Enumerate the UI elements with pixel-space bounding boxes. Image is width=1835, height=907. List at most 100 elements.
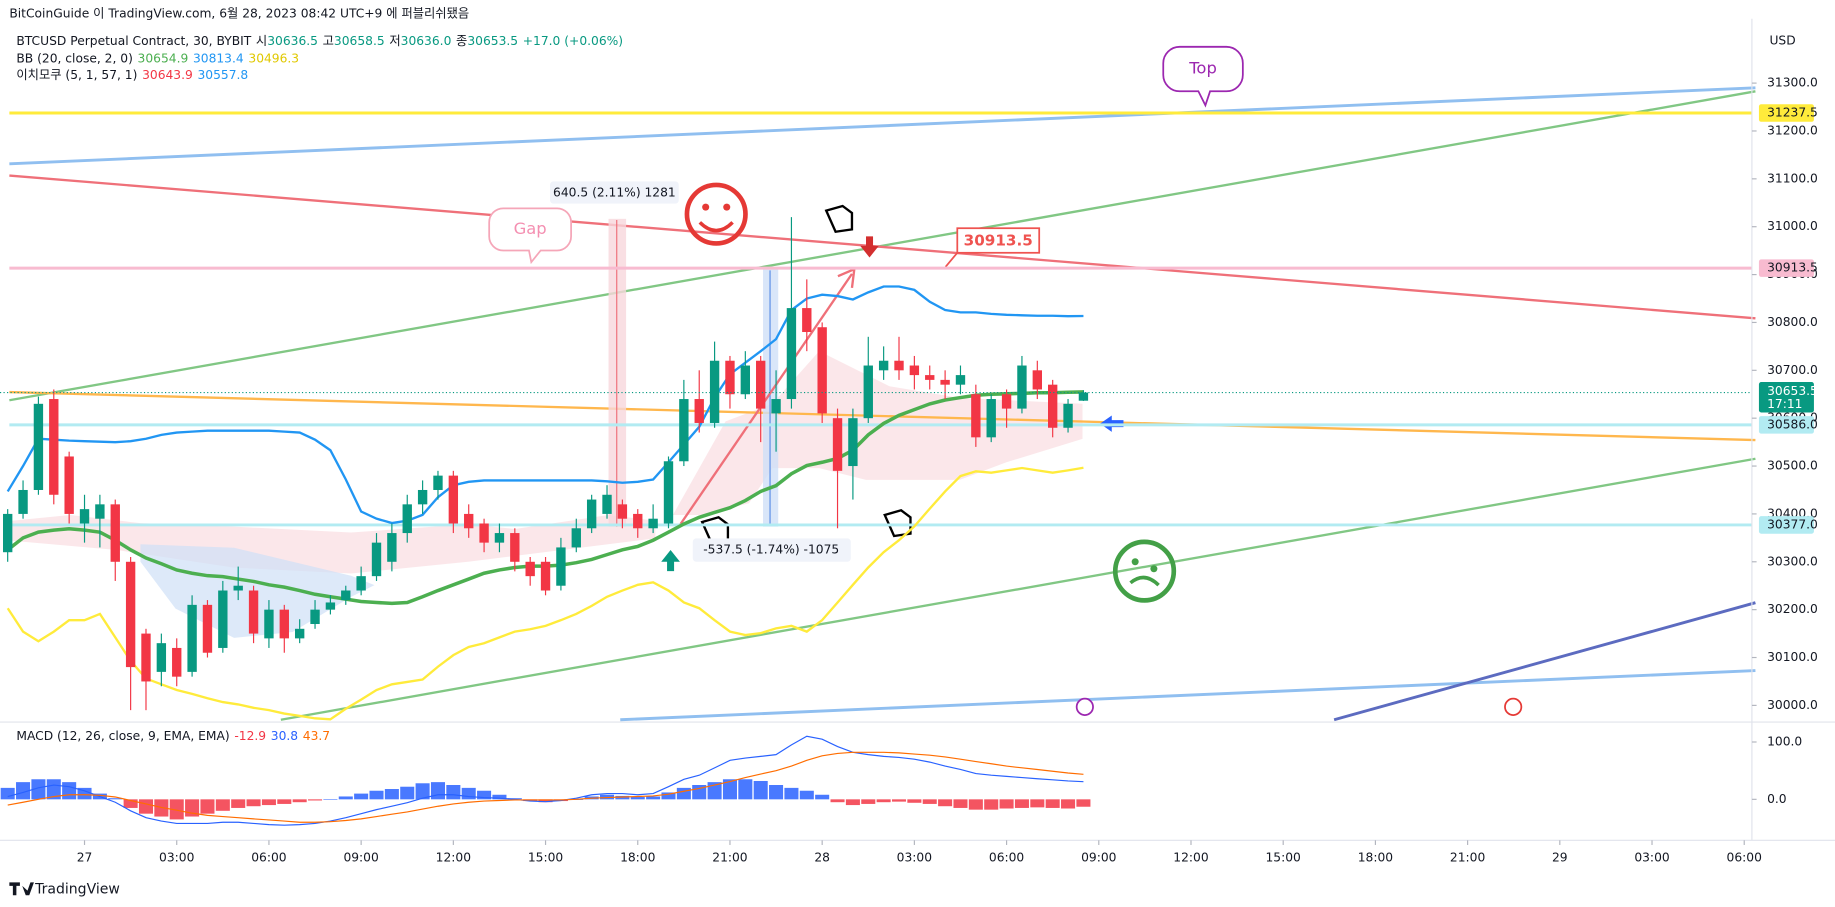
- macd-histogram-bar: [308, 799, 323, 801]
- header: BitCoinGuide 이 TradingView.com, 6월 28, 2…: [9, 7, 469, 21]
- l-value: 30636.0: [401, 33, 452, 47]
- bb-label: BB (20, close, 2, 0): [16, 51, 132, 65]
- y-tick-label: 30300.0: [1767, 554, 1818, 568]
- candle-body: [986, 399, 996, 438]
- macd-label: MACD (12, 26, close, 9, EMA, EMA): [16, 729, 229, 743]
- event-icon[interactable]: [1075, 697, 1094, 716]
- up-arrow: [661, 550, 680, 572]
- macd-tick-label: 100.0: [1767, 734, 1802, 748]
- candle-body: [525, 561, 535, 577]
- candle-body: [356, 576, 366, 591]
- macd-histogram-bar: [907, 799, 922, 803]
- x-tick-label: 06:00: [251, 850, 286, 864]
- flag-icon[interactable]: [1504, 697, 1523, 716]
- macd-histogram-bar: [62, 782, 77, 800]
- currency: USD: [1769, 33, 1795, 47]
- candle-body: [586, 499, 597, 529]
- candle-body: [387, 533, 397, 562]
- callout-text: Top: [1188, 59, 1217, 78]
- macd-histogram-bar: [446, 785, 461, 800]
- candle-body: [248, 590, 259, 634]
- macd-tick-label: 0.0: [1767, 792, 1787, 806]
- macd-histogram-bar: [1030, 799, 1045, 808]
- macd-histogram-bar: [0, 787, 15, 800]
- x-tick-label: 06:00: [1727, 850, 1762, 864]
- candle-body: [156, 643, 167, 672]
- callout: [1162, 45, 1244, 108]
- sad-eye: [1131, 558, 1139, 566]
- candle-body: [310, 609, 320, 625]
- macd-histogram-bar: [891, 799, 907, 802]
- smiley-eye: [723, 203, 731, 211]
- candle-body: [771, 399, 781, 414]
- candle-body: [540, 561, 551, 591]
- y-tick-label: 31100.0: [1767, 171, 1818, 185]
- cloud: [11, 514, 656, 574]
- y-tick-label: 31000.0: [1767, 219, 1818, 233]
- y-tick-label: 30700.0: [1767, 363, 1818, 377]
- candle-body: [648, 518, 658, 529]
- macd-histogram-bar: [1045, 799, 1060, 808]
- macd-legend: MACD (12, 26, close, 9, EMA, EMA) -12.9 30…: [16, 729, 330, 743]
- candle-body: [18, 489, 28, 514]
- macd-line: [7, 735, 1084, 826]
- callout: [488, 207, 572, 265]
- candle-body: [1063, 403, 1073, 428]
- macd-histogram-bar: [984, 799, 999, 810]
- bb-line: [6, 285, 1084, 525]
- candle-body: [571, 528, 581, 548]
- macd-histogram-bar: [753, 780, 768, 800]
- candle-body: [602, 494, 612, 514]
- measure-box: [692, 538, 851, 562]
- candle-body: [940, 379, 950, 385]
- y-tick-label: 30500.0: [1767, 459, 1818, 473]
- trend-line: [9, 174, 1756, 320]
- x-tick-label: 29: [1552, 850, 1568, 864]
- x-tick-label: 18:00: [1358, 850, 1393, 864]
- o-label: 시: [256, 33, 267, 47]
- candle-body: [1032, 370, 1042, 390]
- macd-histogram-bar: [200, 799, 215, 814]
- l-label: 저: [389, 33, 400, 47]
- candle-body: [510, 533, 520, 562]
- macd-histogram-bar: [938, 799, 953, 807]
- price-badge-label: 30586.0: [1767, 417, 1818, 431]
- symbol-legend: BTCUSD Perpetual Contract, 30, BYBIT 시306…: [16, 33, 623, 47]
- x-tick-label: 03:00: [897, 850, 932, 864]
- candle-body: [617, 504, 628, 519]
- brand: TradingView: [34, 881, 120, 897]
- candle-body: [341, 590, 351, 601]
- candle-body: [740, 365, 751, 395]
- macd-histogram-bar: [477, 790, 492, 800]
- x-tick-label: 03:00: [159, 850, 194, 864]
- sad-mouth: [1129, 575, 1160, 587]
- macd-histogram-bar: [845, 799, 860, 806]
- candle-body: [971, 394, 981, 438]
- candle-body: [756, 360, 766, 409]
- x-tick-label: 27: [77, 850, 93, 864]
- macd-histogram-bar: [999, 799, 1014, 809]
- bb-value: 30654.9: [138, 51, 189, 65]
- macd-histogram-bar: [169, 799, 184, 820]
- x-tick-label: 12:00: [1173, 850, 1208, 864]
- macd-value: 30.8: [271, 729, 298, 743]
- candle-body: [1017, 365, 1027, 409]
- candle-body: [202, 604, 213, 653]
- ichimoku-value: 30643.9: [142, 67, 193, 81]
- macd-histogram-bar: [77, 787, 92, 800]
- y-tick-label: 31300.0: [1767, 76, 1818, 90]
- macd-histogram-bar: [707, 782, 722, 800]
- candle-body: [371, 542, 382, 577]
- trend-line: [1333, 601, 1756, 722]
- candle-body: [725, 360, 735, 395]
- candle-body: [79, 509, 90, 524]
- candle-body: [494, 533, 505, 543]
- down-arrow: [860, 236, 879, 258]
- candle-body: [894, 360, 904, 371]
- macd-histogram-bar: [261, 799, 276, 806]
- macd-histogram-bar: [16, 782, 31, 800]
- price-badge: [1758, 516, 1814, 534]
- candle-body: [64, 456, 74, 514]
- current-price-label: 30653.5: [1767, 384, 1818, 398]
